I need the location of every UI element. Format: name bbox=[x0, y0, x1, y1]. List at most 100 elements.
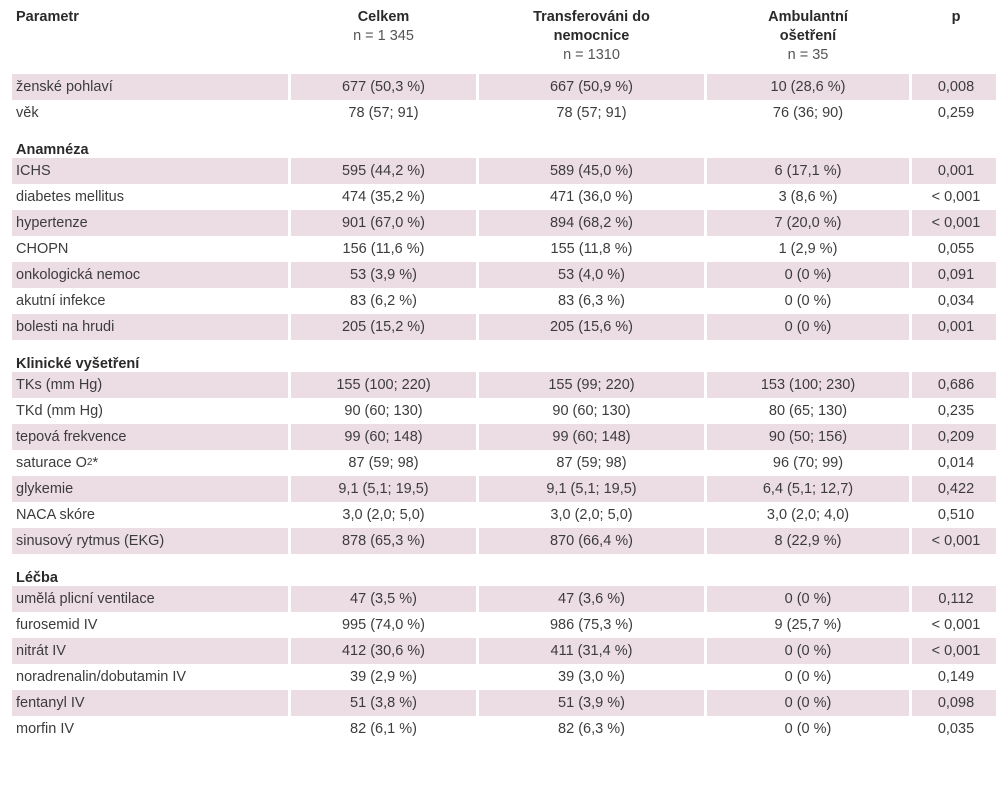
header-parametr: Parametr bbox=[12, 0, 288, 74]
cell-ambulantni: 10 (28,6 %) bbox=[707, 74, 909, 100]
cell-ambulantni: 9 (25,7 %) bbox=[707, 612, 909, 638]
header-p: p bbox=[912, 0, 996, 74]
cell-ambulantni: 76 (36; 90) bbox=[707, 100, 909, 126]
cell-p: < 0,001 bbox=[912, 184, 996, 210]
cell-celkem: 677 (50,3 %) bbox=[291, 74, 476, 100]
cell-label: sinusový rytmus (EKG) bbox=[12, 528, 288, 554]
cell-p: 0,259 bbox=[912, 100, 996, 126]
cell-ambulantni: 3 (8,6 %) bbox=[707, 184, 909, 210]
cell-transferovani: 83 (6,3 %) bbox=[479, 288, 704, 314]
cell-p: 0,008 bbox=[912, 74, 996, 100]
cell-p: 0,091 bbox=[912, 262, 996, 288]
cell-celkem: 412 (30,6 %) bbox=[291, 638, 476, 664]
cell-ambulantni: 1 (2,9 %) bbox=[707, 236, 909, 262]
cell-ambulantni: 153 (100; 230) bbox=[707, 372, 909, 398]
cell-transferovani: 39 (3,0 %) bbox=[479, 664, 704, 690]
cell-label: fentanyl IV bbox=[12, 690, 288, 716]
cell-transferovani: 205 (15,6 %) bbox=[479, 314, 704, 340]
cell-ambulantni: 0 (0 %) bbox=[707, 288, 909, 314]
cell-transferovani: 986 (75,3 %) bbox=[479, 612, 704, 638]
cell-ambulantni: 0 (0 %) bbox=[707, 586, 909, 612]
cell-label: akutní infekce bbox=[12, 288, 288, 314]
cell-label-suffix: * bbox=[92, 455, 99, 471]
spacer bbox=[291, 554, 476, 566]
cell-p: 0,112 bbox=[912, 586, 996, 612]
cell-p: 0,235 bbox=[912, 398, 996, 424]
cell-label: hypertenze bbox=[12, 210, 288, 236]
cell-ambulantni: 6,4 (5,1; 12,7) bbox=[707, 476, 909, 502]
spacer bbox=[707, 554, 909, 566]
spacer bbox=[12, 340, 288, 352]
cell-ambulantni: 7 (20,0 %) bbox=[707, 210, 909, 236]
cell-transferovani: 589 (45,0 %) bbox=[479, 158, 704, 184]
spacer bbox=[291, 126, 476, 138]
header-transferovani-n: n = 1310 bbox=[563, 47, 620, 63]
cell-label: CHOPN bbox=[12, 236, 288, 262]
cell-label: TKd (mm Hg) bbox=[12, 398, 288, 424]
header-celkem-n: n = 1 345 bbox=[353, 28, 414, 44]
cell-celkem: 3,0 (2,0; 5,0) bbox=[291, 502, 476, 528]
cell-transferovani: 51 (3,9 %) bbox=[479, 690, 704, 716]
cell-ambulantni: 96 (70; 99) bbox=[707, 450, 909, 476]
cell-transferovani: 155 (11,8 %) bbox=[479, 236, 704, 262]
section-title: Anamnéza bbox=[16, 142, 89, 158]
cell-transferovani: 870 (66,4 %) bbox=[479, 528, 704, 554]
cell-label: onkologická nemoc bbox=[12, 262, 288, 288]
cell-celkem: 155 (100; 220) bbox=[291, 372, 476, 398]
cell-ambulantni: 80 (65; 130) bbox=[707, 398, 909, 424]
cell-celkem: 995 (74,0 %) bbox=[291, 612, 476, 638]
cell-ambulantni: 8 (22,9 %) bbox=[707, 528, 909, 554]
spacer bbox=[912, 554, 996, 566]
cell-transferovani: 411 (31,4 %) bbox=[479, 638, 704, 664]
spacer bbox=[12, 554, 288, 566]
header-celkem-label: Celkem bbox=[357, 9, 410, 25]
cell-transferovani: 78 (57; 91) bbox=[479, 100, 704, 126]
cell-label: noradrenalin/dobutamin IV bbox=[12, 664, 288, 690]
cell-transferovani: 90 (60; 130) bbox=[479, 398, 704, 424]
cell-label-text: saturace O bbox=[16, 455, 87, 471]
cell-p: 0,001 bbox=[912, 314, 996, 340]
spacer bbox=[12, 126, 288, 138]
cell-celkem: 156 (11,6 %) bbox=[291, 236, 476, 262]
table-grid: Parametr Celkem n = 1 345 Transferováni … bbox=[12, 0, 996, 742]
cell-transferovani: 3,0 (2,0; 5,0) bbox=[479, 502, 704, 528]
header-ambulantni-n: n = 35 bbox=[787, 47, 829, 63]
cell-ambulantni: 0 (0 %) bbox=[707, 262, 909, 288]
header-parametr-label: Parametr bbox=[16, 9, 79, 25]
cell-transferovani: 9,1 (5,1; 19,5) bbox=[479, 476, 704, 502]
cell-label: diabetes mellitus bbox=[12, 184, 288, 210]
cell-p: 0,098 bbox=[912, 690, 996, 716]
cell-label: glykemie bbox=[12, 476, 288, 502]
cell-celkem: 87 (59; 98) bbox=[291, 450, 476, 476]
cell-p: 0,422 bbox=[912, 476, 996, 502]
cell-label: TKs (mm Hg) bbox=[12, 372, 288, 398]
cell-celkem: 83 (6,2 %) bbox=[291, 288, 476, 314]
cell-celkem: 82 (6,1 %) bbox=[291, 716, 476, 742]
cell-p: < 0,001 bbox=[912, 210, 996, 236]
cell-transferovani: 667 (50,9 %) bbox=[479, 74, 704, 100]
cell-p: 0,209 bbox=[912, 424, 996, 450]
cell-transferovani: 471 (36,0 %) bbox=[479, 184, 704, 210]
cell-celkem: 90 (60; 130) bbox=[291, 398, 476, 424]
header-transferovani-line1: Transferováni do bbox=[533, 9, 650, 25]
cell-celkem: 901 (67,0 %) bbox=[291, 210, 476, 236]
cell-label: umělá plicní ventilace bbox=[12, 586, 288, 612]
cell-ambulantni: 6 (17,1 %) bbox=[707, 158, 909, 184]
header-ambulantni: Ambulantní ošetření n = 35 bbox=[707, 0, 909, 74]
cell-label: NACA skóre bbox=[12, 502, 288, 528]
cell-celkem: 47 (3,5 %) bbox=[291, 586, 476, 612]
header-ambulantni-line2: ošetření bbox=[779, 28, 837, 44]
cell-transferovani: 47 (3,6 %) bbox=[479, 586, 704, 612]
spacer bbox=[707, 126, 909, 138]
cell-ambulantni: 0 (0 %) bbox=[707, 638, 909, 664]
cell-p: 0,055 bbox=[912, 236, 996, 262]
cell-celkem: 78 (57; 91) bbox=[291, 100, 476, 126]
cell-label: saturace O 2 * bbox=[12, 450, 288, 476]
section-title: Klinické vyšetření bbox=[16, 356, 140, 372]
cell-celkem: 9,1 (5,1; 19,5) bbox=[291, 476, 476, 502]
cell-celkem: 53 (3,9 %) bbox=[291, 262, 476, 288]
cell-transferovani: 894 (68,2 %) bbox=[479, 210, 704, 236]
cell-transferovani: 87 (59; 98) bbox=[479, 450, 704, 476]
cell-label: ženské pohlaví bbox=[12, 74, 288, 100]
